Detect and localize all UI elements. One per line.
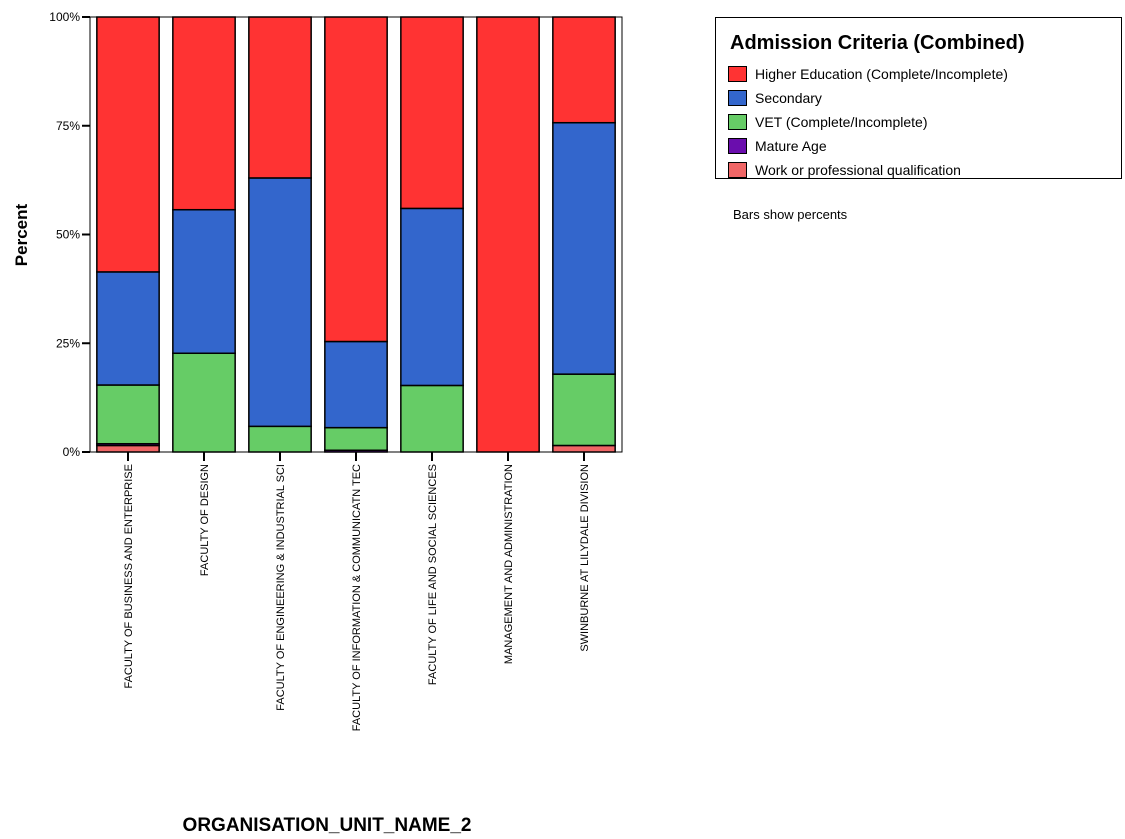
x-tick-label: FACULTY OF DESIGN <box>199 464 211 576</box>
legend-item-higher-education: Higher Education (Complete/Incomplete) <box>728 64 1008 84</box>
bar-segment <box>400 16 464 210</box>
bar-segment <box>248 425 312 453</box>
x-tick-label: MANAGEMENT AND ADMINISTRATION <box>503 464 515 664</box>
bar-segment <box>96 16 160 273</box>
bar-segment <box>324 426 388 452</box>
bar-segment <box>552 444 616 453</box>
legend: Admission Criteria (Combined) Higher Edu… <box>715 17 1122 179</box>
legend-swatch <box>728 114 747 130</box>
y-tick-label: 0% <box>63 445 81 459</box>
bar-segment <box>400 384 464 453</box>
bar-segment <box>172 352 236 453</box>
bar-segment <box>324 340 388 429</box>
legend-swatch <box>728 90 747 106</box>
legend-swatch <box>728 162 747 178</box>
x-tick-label: FACULTY OF INFORMATION & COMMUNICATN TEC <box>351 464 363 731</box>
bar-segment <box>96 444 160 453</box>
y-tick-label: 25% <box>56 336 80 350</box>
bar-segment <box>552 121 616 375</box>
legend-label: Mature Age <box>755 138 827 154</box>
x-tick-label: FACULTY OF BUSINESS AND ENTERPRISE <box>123 464 135 689</box>
bar-segment <box>248 177 312 428</box>
legend-item-mature-age: Mature Age <box>728 136 827 156</box>
y-tick-label: 75% <box>56 119 80 133</box>
x-tick-label: SWINBURNE AT LILYDALE DIVISION <box>579 464 591 652</box>
legend-label: Work or professional qualification <box>755 162 961 178</box>
legend-item-vet: VET (Complete/Incomplete) <box>728 112 927 132</box>
bar-segment <box>172 208 236 355</box>
bar-segment <box>248 16 312 179</box>
bar-segment <box>96 271 160 386</box>
legend-item-secondary: Secondary <box>728 88 822 108</box>
legend-label: Higher Education (Complete/Incomplete) <box>755 66 1008 82</box>
x-tick-label: FACULTY OF LIFE AND SOCIAL SCIENCES <box>427 464 439 685</box>
y-tick-label: 50% <box>56 228 80 242</box>
y-tick-label: 100% <box>49 10 80 24</box>
legend-item-work-qualification: Work or professional qualification <box>728 160 961 180</box>
bar-segment <box>400 207 464 387</box>
bar-segment <box>96 384 160 445</box>
legend-title: Admission Criteria (Combined) <box>730 32 1025 54</box>
bar-segment <box>172 16 236 211</box>
legend-swatch <box>728 138 747 154</box>
legend-label: Secondary <box>755 90 822 106</box>
bar-segment <box>324 16 388 343</box>
bar-segment <box>476 16 540 453</box>
x-axis-label: ORGANISATION_UNIT_NAME_2 <box>183 815 472 836</box>
legend-label: VET (Complete/Incomplete) <box>755 114 928 130</box>
chart-footnote: Bars show percents <box>733 207 848 222</box>
x-tick-label: FACULTY OF ENGINEERING & INDUSTRIAL SCI <box>275 464 287 711</box>
bar-segment <box>552 373 616 447</box>
y-axis-label: Percent <box>12 203 31 266</box>
bar-segment <box>552 16 616 124</box>
legend-swatch <box>728 66 747 82</box>
